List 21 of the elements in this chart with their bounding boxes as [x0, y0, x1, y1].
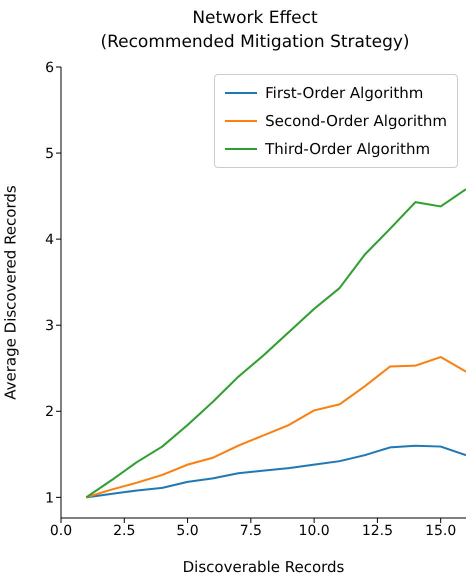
y-tick-label: 2 — [45, 404, 54, 420]
line-series — [85, 188, 466, 498]
legend-label: First-Order Algorithm — [265, 83, 424, 104]
x-tick-label: 12.5 — [362, 522, 393, 539]
legend-label: Second-Order Algorithm — [265, 111, 447, 132]
x-tick-label: 5.0 — [176, 522, 199, 539]
y-tick-label: 6 — [45, 60, 54, 76]
x-tick-label: 7.5 — [240, 522, 262, 539]
y-axis-title: Average Discovered Records — [1, 185, 20, 400]
x-tick-label: 10.0 — [298, 522, 330, 539]
x-tick-label: 15.0 — [425, 522, 456, 539]
x-tick-label: 2.5 — [113, 522, 136, 539]
line-series — [85, 356, 466, 498]
legend-label: Third-Order Algorithm — [265, 139, 430, 160]
y-tick-label: 4 — [45, 232, 54, 248]
x-axis-title: Discoverable Records — [182, 558, 345, 576]
chart-title: Network Effect (Recommended Mitigation Strategy) — [99, 7, 411, 54]
x-tick-label: 0.0 — [50, 522, 72, 539]
y-tick-label: 3 — [45, 318, 54, 334]
y-tick-label: 5 — [45, 146, 54, 162]
y-tick-label: 1 — [45, 490, 54, 506]
